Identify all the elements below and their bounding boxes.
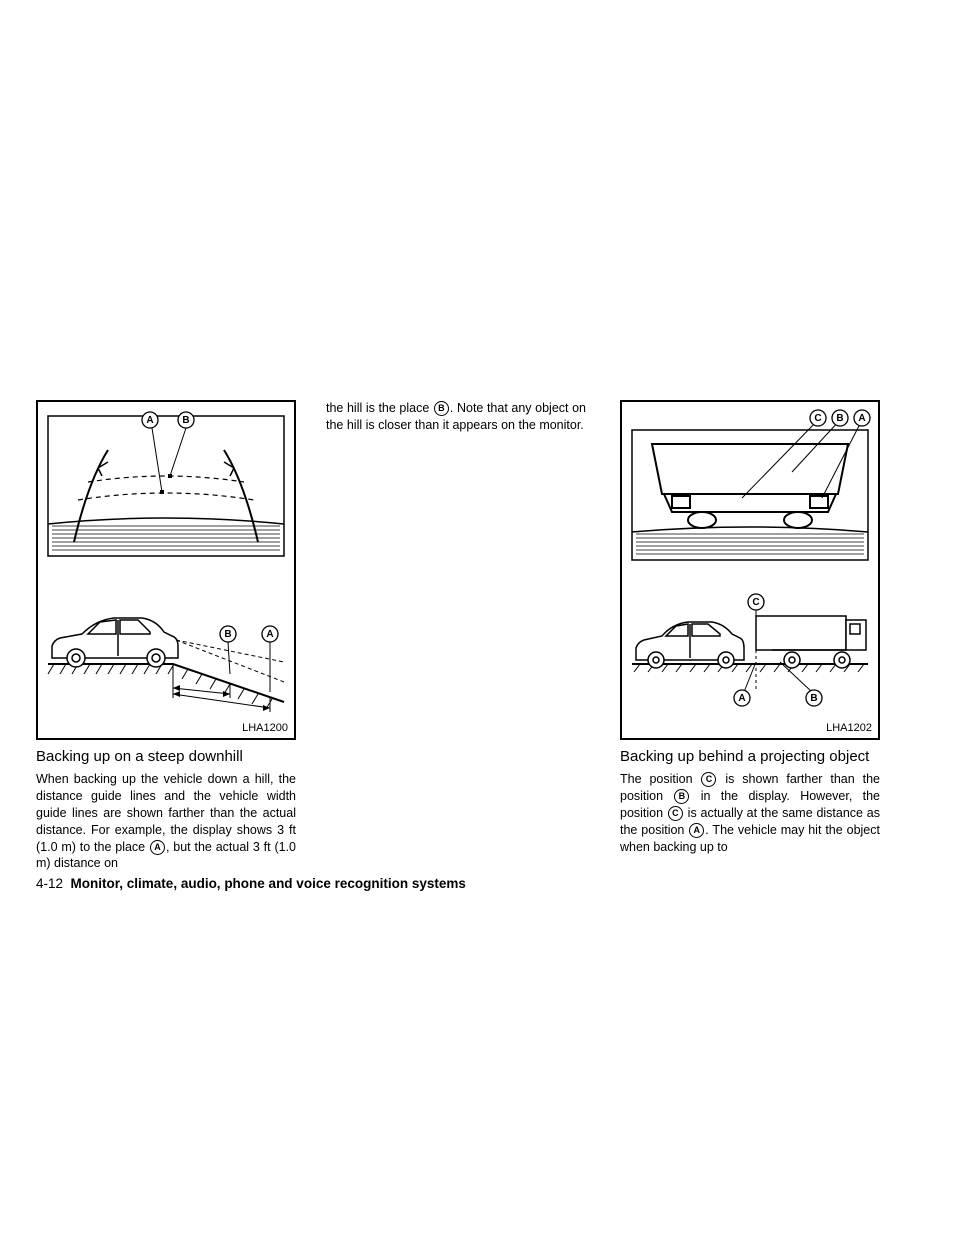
fig2-top-B: B	[836, 413, 843, 424]
column-1: A B	[36, 400, 296, 872]
page-footer: 4-12 Monitor, climate, audio, phone and …	[36, 876, 466, 891]
figure-lha1200-svg: A B	[38, 402, 294, 738]
para-col1: When backing up the vehicle down a hill,…	[36, 771, 296, 872]
para-col3: The position C is shown farther than the…	[620, 771, 880, 855]
figure-lha1202: C B A	[620, 400, 880, 740]
circled-B-inline-1: B	[434, 401, 449, 416]
circled-B-inline-2: B	[674, 789, 689, 804]
circled-A-inline-1: A	[150, 840, 165, 855]
heading-projecting: Backing up behind a projecting object	[620, 748, 880, 765]
section-title: Monitor, climate, audio, phone and voice…	[71, 876, 466, 891]
fig1-top-label-A: A	[146, 415, 153, 426]
fig1-side-label-A: A	[266, 629, 273, 640]
heading-downhill: Backing up on a steep downhill	[36, 748, 296, 765]
fig2-lower-B: B	[810, 693, 817, 704]
manual-page: A B	[0, 0, 954, 1235]
circled-C-inline-2: C	[668, 806, 683, 821]
column-2: the hill is the place B. Note that any o…	[326, 400, 586, 434]
col2-text-before-B: the hill is the place	[326, 401, 433, 415]
fig2-top-A: A	[858, 413, 865, 424]
fig2-top-C: C	[814, 413, 821, 424]
figure-id-lha1200: LHA1200	[242, 722, 288, 734]
para-col2: the hill is the place B. Note that any o…	[326, 400, 586, 434]
figure-id-lha1202: LHA1202	[826, 722, 872, 734]
fig1-side-label-B: B	[224, 629, 231, 640]
column-3: C B A	[620, 400, 880, 855]
col3-t1: The position	[620, 772, 700, 786]
page-number: 4-12	[36, 876, 63, 891]
circled-A-inline-2: A	[689, 823, 704, 838]
figure-lha1202-svg: C B A	[622, 402, 878, 738]
fig2-lower-A: A	[738, 693, 745, 704]
fig1-top-label-B: B	[182, 415, 189, 426]
figure-lha1200: A B	[36, 400, 296, 740]
fig2-lower-C: C	[752, 597, 759, 608]
circled-C-inline-1: C	[701, 772, 716, 787]
